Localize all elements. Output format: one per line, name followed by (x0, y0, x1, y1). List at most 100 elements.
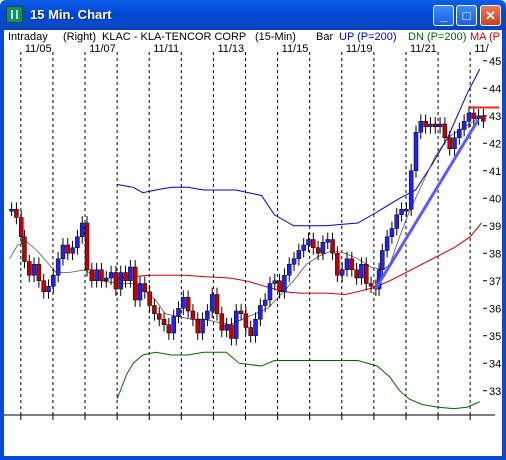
price-bar (243, 313, 249, 328)
trendline (374, 119, 480, 290)
short-line (9, 115, 482, 326)
dn-line (116, 351, 480, 410)
indicator-lines (9, 68, 482, 410)
price-bar (359, 264, 364, 279)
price-bar (399, 209, 404, 215)
price-bar (200, 319, 205, 334)
price-bar (55, 258, 61, 276)
price-bar (46, 286, 51, 292)
price-bar (461, 121, 467, 130)
price-bar (234, 310, 239, 339)
price-bar (457, 129, 462, 138)
price-bar (466, 112, 472, 122)
x-tick-label: 11/11 (153, 43, 179, 55)
price-bar (418, 121, 424, 133)
price-bar (330, 239, 335, 254)
price-bar (413, 132, 419, 171)
price-bar (423, 121, 428, 127)
y-axis-labels: 33 34 35 36 37 38 39 40 41 42 43 44 45 (483, 56, 501, 398)
x-tick-label: 11/13 (217, 43, 244, 55)
price-bar (447, 137, 452, 149)
price-bar (368, 283, 374, 287)
price-bar (291, 258, 297, 265)
x-tick-label: 11/07 (89, 43, 116, 55)
price-bar (166, 324, 172, 334)
price-bar (354, 269, 359, 279)
price-bar (442, 123, 448, 138)
price-bar (238, 310, 244, 314)
price-bar (394, 214, 399, 229)
price-bar (384, 236, 390, 251)
price-bar (36, 264, 42, 281)
price-bar (286, 264, 292, 276)
dn-band-legend: DN (P=200) (408, 31, 467, 43)
close-button[interactable]: ✕ (480, 5, 501, 26)
x-axis-labels: 11/05 11/07 11/11 11/13 11/15 11/19 11/21 11/ (25, 43, 490, 55)
up-line (117, 68, 481, 227)
price-bar (99, 269, 104, 281)
price-bar (315, 247, 321, 254)
price-bar (27, 261, 32, 276)
price-bar (104, 277, 109, 281)
y-tick-label: 33 (489, 386, 501, 398)
price-bar (185, 297, 191, 312)
x-tick-label: 11/21 (410, 43, 437, 55)
price-bar (389, 228, 395, 237)
app-icon (6, 6, 23, 23)
price-bar (118, 272, 123, 290)
minimize-button[interactable]: _ (433, 5, 454, 26)
price-bar (123, 272, 128, 281)
price-bar (428, 123, 433, 127)
price-bar (339, 269, 345, 276)
ma-line (117, 222, 482, 296)
price-bar (335, 253, 340, 276)
price-bar (89, 269, 95, 281)
price-bar (14, 209, 19, 218)
price-bar (224, 324, 229, 331)
y-tick-label: 44 (489, 83, 501, 95)
price-bar (147, 291, 152, 306)
price-bar (195, 319, 201, 334)
price-bar (253, 319, 258, 336)
price-bar (65, 244, 71, 254)
price-bar (75, 236, 80, 248)
maximize-button[interactable]: □ (456, 5, 477, 26)
price-bar (205, 310, 210, 320)
window-titlebar[interactable]: 15 Min. Chart _ □ ✕ (0, 0, 506, 30)
price-bar (219, 313, 225, 331)
price-bar (306, 239, 311, 246)
y-tick-label: 45 (489, 56, 501, 68)
price-bar (113, 272, 119, 290)
y-tick-label: 41 (489, 166, 501, 178)
price-bar (433, 123, 438, 127)
window-frame: Intraday (Right) KLAC - KLA-TENCOR CORP … (0, 30, 506, 460)
price-bar (229, 324, 234, 339)
price-bar (267, 283, 273, 301)
price-bar (31, 264, 37, 276)
y-tick-label: 42 (489, 138, 501, 150)
price-bar (156, 313, 162, 320)
price-bar (209, 294, 215, 312)
price-bar (248, 327, 253, 336)
price-bar (137, 283, 143, 301)
price-bar (296, 250, 302, 259)
price-bar (51, 275, 56, 287)
price-bar (94, 269, 99, 281)
price-bar (79, 222, 85, 237)
chart-area[interactable]: Intraday (Right) KLAC - KLA-TENCOR CORP … (4, 30, 502, 456)
price-bar (481, 115, 486, 122)
price-bar (380, 250, 385, 270)
ma-legend: MA (P (470, 31, 500, 43)
x-tick-label: 11/15 (282, 43, 309, 55)
price-bar (190, 310, 196, 320)
price-bar (171, 316, 176, 334)
price-bar (181, 297, 186, 309)
price-bar (476, 115, 481, 119)
period-label: Intraday (8, 31, 48, 43)
price-chart[interactable]: 11/05 11/07 11/11 11/13 11/15 11/19 11/21 11/ 3… (4, 30, 502, 456)
x-tick-label: 11/ (474, 43, 489, 55)
y-tick-label: 36 (489, 303, 501, 315)
price-bar (344, 258, 350, 270)
y-tick-label: 38 (489, 248, 501, 260)
price-bar (41, 280, 46, 292)
